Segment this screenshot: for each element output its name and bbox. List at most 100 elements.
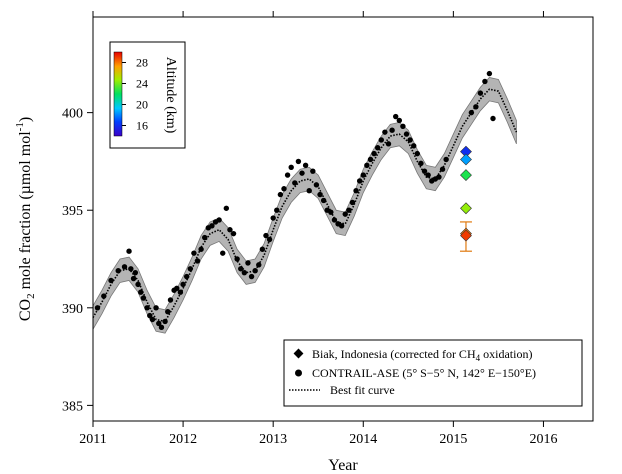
contrail-point xyxy=(374,145,381,151)
contrail-point xyxy=(147,312,153,319)
contrail-point xyxy=(108,277,114,284)
contrail-point xyxy=(126,248,132,254)
legend-label-biak: Biak, Indonesia (corrected for CH4 oxida… xyxy=(312,347,532,363)
contrail-point xyxy=(418,160,424,167)
legend-marker-circle xyxy=(295,369,302,377)
contrail-point xyxy=(223,205,230,211)
x-axis-ticks: 2011 2012 2013 2014 2015 2016 xyxy=(79,11,557,447)
contrail-point xyxy=(425,172,431,178)
colorbar-tick-label: 24 xyxy=(136,77,148,91)
contrail-point xyxy=(299,170,305,176)
y-tick-label: 390 xyxy=(62,302,83,317)
y-tick-label: 385 xyxy=(62,399,83,414)
contrail-point xyxy=(153,305,159,311)
contrail-point xyxy=(443,156,449,163)
contrail-point xyxy=(288,164,294,170)
x-tick-label: 2013 xyxy=(259,432,287,447)
contrail-point xyxy=(295,158,302,165)
contrail-point xyxy=(121,264,128,270)
contrail-point xyxy=(266,236,273,243)
colorbar-frame xyxy=(109,41,186,149)
contrail-point xyxy=(256,262,262,268)
contrail-point xyxy=(94,305,101,311)
colorbar-gradient xyxy=(113,51,123,137)
contrail-point xyxy=(180,281,186,288)
x-tick-label: 2011 xyxy=(79,432,106,447)
biak-point xyxy=(460,202,472,215)
contrail-point xyxy=(393,113,399,120)
best-fit-layer xyxy=(92,88,518,323)
contrail-point xyxy=(128,266,134,272)
contrail-point xyxy=(138,289,144,295)
contrail-point xyxy=(356,178,363,184)
contrail-point xyxy=(310,168,316,174)
contrail-point xyxy=(302,162,309,169)
contrail-point xyxy=(277,191,284,198)
contrail-point xyxy=(209,223,215,229)
contrail-point xyxy=(144,305,150,311)
contrail-point xyxy=(132,269,139,276)
x-tick-label: 2014 xyxy=(349,432,377,447)
biak-point xyxy=(460,169,472,182)
contrail-point xyxy=(346,207,352,213)
contrail-point xyxy=(191,250,197,256)
contrail-point xyxy=(320,197,327,204)
contrail-point xyxy=(177,289,184,295)
contrail-point xyxy=(313,182,320,188)
best-fit-curve xyxy=(92,88,518,323)
contrail-point xyxy=(259,246,266,252)
contrail-point xyxy=(241,269,248,276)
contrail-point xyxy=(263,232,269,239)
legend-frame xyxy=(283,339,583,407)
contrail-point xyxy=(407,137,413,143)
y-tick-label: 395 xyxy=(62,204,83,219)
contrail-point xyxy=(167,297,174,303)
contrail-point xyxy=(477,90,484,96)
contrail-point xyxy=(248,273,255,280)
contrail-point xyxy=(135,281,141,288)
contrail-point xyxy=(414,150,421,157)
contrail-point xyxy=(490,115,496,122)
contrail-point xyxy=(130,275,137,282)
x-tick-label: 2016 xyxy=(529,432,557,447)
contrail-point xyxy=(378,137,384,143)
y-axis-ticks: 385 390 395 400 xyxy=(62,107,93,414)
biak-points-layer xyxy=(459,145,472,252)
contrail-point xyxy=(227,227,233,233)
colorbar-tick-label: 28 xyxy=(136,56,148,70)
contrail-point xyxy=(292,180,298,186)
y-axis-label: CO2 mole fraction (µmol mol-1) xyxy=(14,117,37,321)
contrail-point xyxy=(364,162,370,169)
contrail-point xyxy=(284,172,291,178)
contrail-point xyxy=(156,320,162,327)
contrail-point xyxy=(187,266,193,272)
contrail-point xyxy=(234,256,240,262)
biak-point xyxy=(460,229,472,242)
contrail-point xyxy=(165,309,171,315)
legend-label-contrail: CONTRAIL-ASE (5° S−5° N, 142° E−150°E) xyxy=(312,366,536,380)
colorbar: 16 20 24 28 Altitude (km) xyxy=(109,41,186,149)
contrail-point xyxy=(421,168,428,174)
contrail-point xyxy=(436,174,442,180)
contrail-point xyxy=(317,191,323,198)
contrail-point xyxy=(468,109,475,116)
plot-frame xyxy=(92,16,594,422)
contrail-point xyxy=(274,207,280,213)
contrail-point xyxy=(439,166,446,172)
contrail-point xyxy=(158,324,165,331)
legend-marker-diamond xyxy=(293,348,304,359)
contrail-point xyxy=(216,217,222,223)
contrail-point xyxy=(149,316,156,323)
contrail-point xyxy=(389,127,395,133)
contrail-point xyxy=(371,150,377,157)
contrail-point xyxy=(396,117,403,124)
legend-label-best-fit: Best fit curve xyxy=(330,383,395,397)
contrail-point xyxy=(349,199,356,206)
contrail-point xyxy=(473,104,479,110)
contrail-point xyxy=(306,188,312,194)
contrail-point xyxy=(101,293,107,299)
contrail-point xyxy=(115,268,121,274)
contrail-point xyxy=(328,209,334,215)
contrail-point xyxy=(174,285,180,291)
